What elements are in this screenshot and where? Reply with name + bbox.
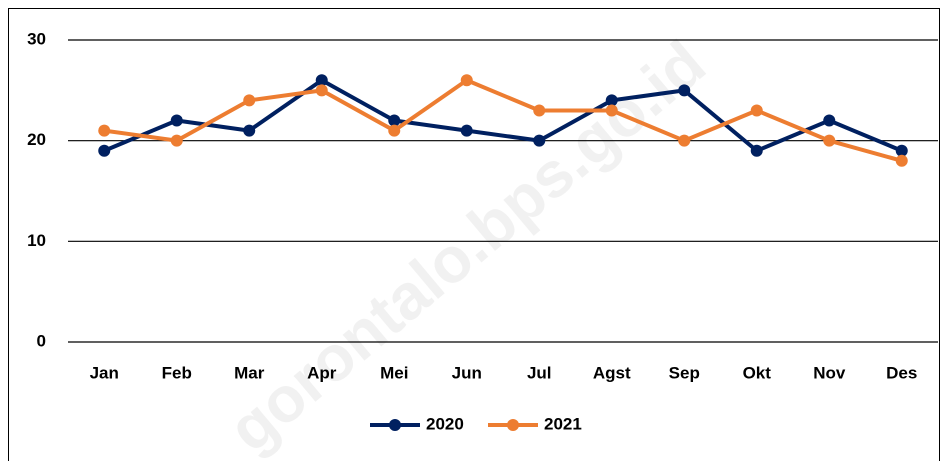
data-point [678, 84, 691, 97]
x-tick-label: Nov [813, 363, 846, 382]
legend-label: 2020 [426, 414, 464, 433]
x-tick-label: Jul [527, 363, 552, 382]
x-tick-label: Des [886, 363, 917, 382]
data-point [98, 144, 111, 157]
data-point [243, 94, 256, 107]
x-tick-label: Mei [380, 363, 408, 382]
series-line [103, 78, 903, 153]
data-point [315, 74, 328, 87]
legend-label: 2021 [544, 414, 582, 433]
data-point [170, 134, 183, 147]
x-tick-label: Okt [743, 363, 772, 382]
data-point [460, 124, 473, 137]
legend-marker [507, 419, 519, 431]
watermark: gorontalo.bps.go.id [215, 27, 719, 461]
x-tick-label: Mar [234, 363, 265, 382]
data-point [388, 114, 401, 127]
y-tick-label: 0 [37, 331, 46, 350]
x-tick-label: Apr [307, 363, 337, 382]
series-line [103, 78, 903, 163]
y-tick-label: 10 [27, 231, 46, 250]
data-point [750, 144, 763, 157]
data-point [823, 134, 836, 147]
data-point [895, 154, 908, 167]
x-tick-label: Agst [593, 363, 631, 382]
legend-marker [389, 419, 401, 431]
x-tick-label: Jan [90, 363, 119, 382]
data-point [533, 134, 546, 147]
chart-border [8, 8, 940, 461]
y-tick-label: 20 [27, 130, 46, 149]
data-point [98, 124, 111, 137]
data-point [750, 104, 763, 117]
data-point [605, 104, 618, 117]
data-point [315, 84, 328, 97]
x-tick-label: Feb [162, 363, 192, 382]
data-point [460, 74, 473, 87]
data-point [170, 114, 183, 127]
data-point [243, 124, 256, 137]
x-tick-label: Sep [669, 363, 700, 382]
data-point [823, 114, 836, 127]
data-point [678, 134, 691, 147]
data-point [605, 94, 618, 107]
data-point [533, 104, 546, 117]
data-point [895, 144, 908, 157]
data-point [388, 124, 401, 137]
y-tick-label: 30 [27, 29, 46, 48]
x-tick-label: Jun [452, 363, 482, 382]
